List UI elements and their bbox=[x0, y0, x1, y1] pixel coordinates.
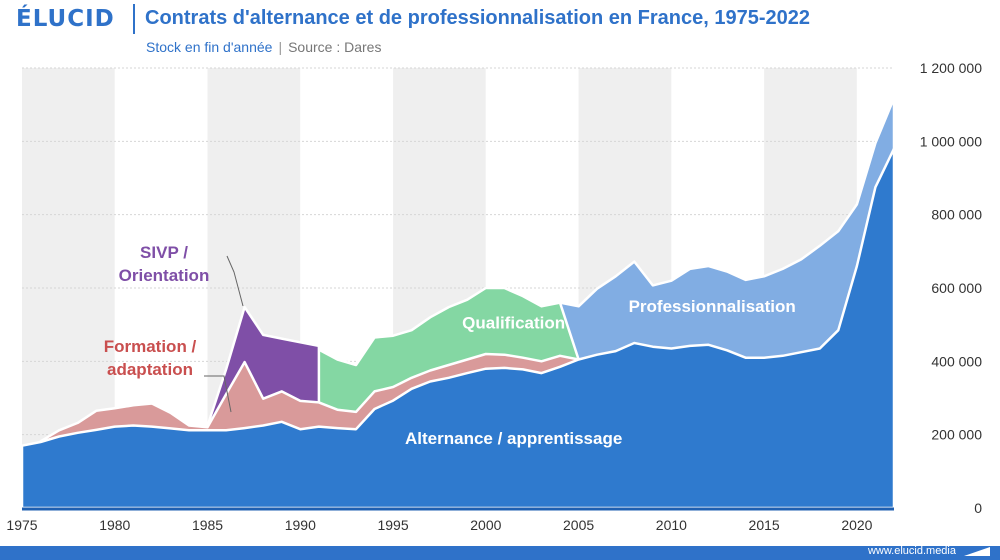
x-tick-label: 1995 bbox=[377, 517, 408, 533]
x-tick-label: 2015 bbox=[749, 517, 780, 533]
y-tick-label: 600 000 bbox=[931, 280, 982, 296]
subtitle-separator: | bbox=[278, 39, 283, 55]
y-tick-label: 400 000 bbox=[931, 353, 982, 369]
chart-title: Contrats d'alternance et de professionna… bbox=[145, 7, 810, 29]
subtitle-line: Stock en fin d'année | Source : Dares bbox=[146, 39, 381, 55]
y-tick-label: 1 200 000 bbox=[920, 60, 982, 76]
chart-area: 1975 1980 1985 1990 1995 2000 2005 2010 2015 2020… bbox=[0, 60, 1000, 546]
x-tick-label: 2020 bbox=[841, 517, 872, 533]
source-note: Source : Dares bbox=[288, 39, 382, 55]
series-label-qualification: Qualification bbox=[462, 313, 565, 332]
x-tick-label: 2000 bbox=[470, 517, 501, 533]
flag-icon bbox=[964, 547, 990, 556]
y-tick-label: 0 bbox=[974, 500, 982, 516]
header-divider bbox=[133, 4, 135, 34]
x-tick-label: 2005 bbox=[563, 517, 594, 533]
series-label-sivp-line: Orientation bbox=[119, 266, 210, 285]
x-tick-label: 1985 bbox=[192, 517, 223, 533]
series-label-professionnalisation: Professionnalisation bbox=[629, 297, 796, 316]
series-alternance-apprentissage-area[interactable] bbox=[20, 147, 896, 510]
chart-subtitle: Stock en fin d'année bbox=[146, 39, 273, 55]
y-tick-label: 800 000 bbox=[931, 207, 982, 223]
formation-leader-line bbox=[204, 375, 232, 413]
footer-url[interactable]: www.elucid.media bbox=[867, 545, 956, 557]
elucid-logo[interactable]: ÉLUCID bbox=[16, 6, 115, 32]
y-tick-label: 1 000 000 bbox=[920, 133, 982, 149]
x-tick-label: 2010 bbox=[656, 517, 687, 533]
sivp-leader-line bbox=[226, 255, 244, 307]
stacked-area-chart: 1975 1980 1985 1990 1995 2000 2005 2010 2015 2020… bbox=[6, 60, 982, 533]
header: ÉLUCID Contrats d'alternance et de profe… bbox=[0, 0, 1000, 60]
y-tick-label: 200 000 bbox=[931, 427, 982, 443]
series-label-alternance: Alternance / apprentissage bbox=[405, 429, 622, 448]
x-tick-label: 1990 bbox=[285, 517, 316, 533]
series-label-formation-line: adaptation bbox=[107, 360, 193, 379]
series-label-formation-line: Formation / bbox=[104, 337, 197, 356]
x-tick-label: 1975 bbox=[6, 517, 37, 533]
series-label-sivp-line: SIVP / bbox=[140, 243, 188, 262]
x-tick-label: 1980 bbox=[99, 517, 130, 533]
